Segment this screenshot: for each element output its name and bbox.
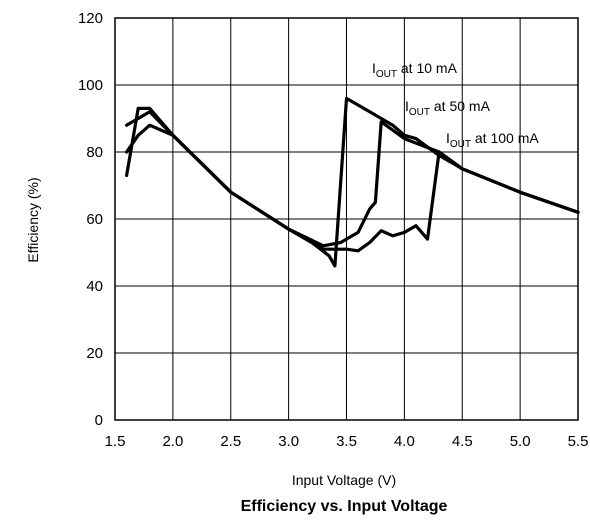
y-tick-label: 80 <box>86 144 103 161</box>
series-lines <box>125 96 580 268</box>
annotation-subscript: OUT <box>450 139 471 150</box>
x-tick-label: 4.0 <box>394 433 415 450</box>
y-tick-label: 120 <box>78 10 103 27</box>
y-tick-label: 20 <box>86 345 103 362</box>
grid-lines <box>114 17 579 421</box>
x-tick-label: 3.5 <box>336 433 357 450</box>
series-line-2 <box>125 96 580 268</box>
y-tick-label: 60 <box>86 211 103 228</box>
y-tick-label: 40 <box>86 278 103 295</box>
y-tick-labels: 0 20 40 60 80 100 120 <box>78 10 103 429</box>
x-tick-label: 2.0 <box>162 433 183 450</box>
x-tick-label: 4.5 <box>452 433 473 450</box>
y-tick-label: 0 <box>95 412 103 429</box>
y-axis-label: Efficiency (%) <box>25 177 41 262</box>
annotation-subscript: OUT <box>409 107 430 118</box>
chart-title: Efficiency vs. Input Voltage <box>241 498 448 515</box>
series-line-1 <box>125 120 580 248</box>
series-annotation-1: IOUT at 50 mA <box>405 98 491 118</box>
y-tick-label: 100 <box>78 77 103 94</box>
series-annotation-2: IOUT at 100 mA <box>446 130 539 150</box>
annotation-main: I <box>372 60 376 76</box>
series-annotation-0: IOUT at 10 mA <box>372 60 458 80</box>
annotation-rest: at 50 mA <box>430 98 491 114</box>
x-tick-label: 5.0 <box>510 433 531 450</box>
annotation-main: I <box>446 130 450 146</box>
x-tick-label: 2.5 <box>220 433 241 450</box>
annotation-main: I <box>405 98 409 114</box>
x-axis-label: Input Voltage (V) <box>292 472 396 488</box>
x-tick-labels: 1.5 2.0 2.5 3.0 3.5 4.0 4.5 5.0 5.5 <box>105 433 589 450</box>
plot-frame <box>114 17 579 421</box>
x-tick-label: 1.5 <box>105 433 126 450</box>
x-tick-label: 5.5 <box>568 433 589 450</box>
annotation-rest: at 10 mA <box>397 60 458 76</box>
annotation-subscript: OUT <box>376 69 397 80</box>
x-tick-label: 3.0 <box>278 433 299 450</box>
annotation-rest: at 100 mA <box>471 130 539 146</box>
